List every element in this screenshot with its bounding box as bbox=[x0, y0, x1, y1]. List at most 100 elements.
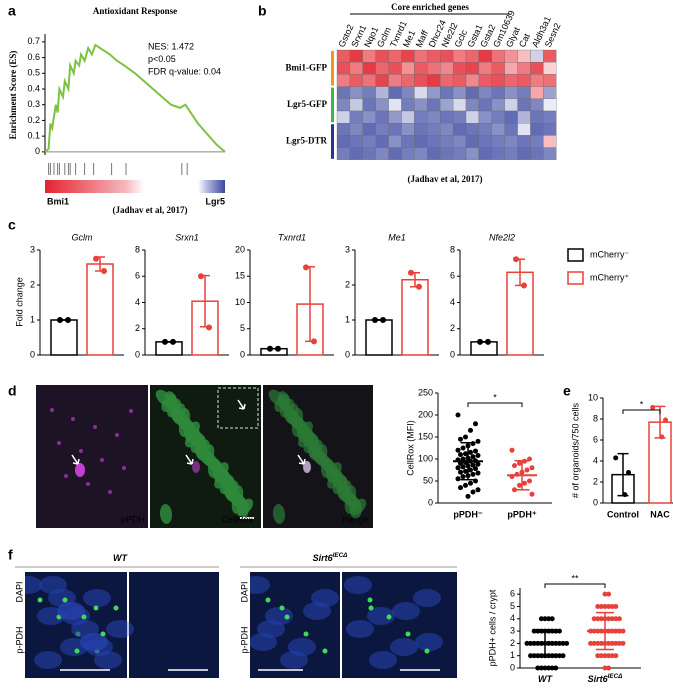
heatmap-cell bbox=[362, 110, 376, 124]
data-point bbox=[556, 640, 562, 646]
bar bbox=[401, 279, 429, 356]
heatmap-cell bbox=[427, 98, 441, 112]
bar bbox=[86, 263, 114, 356]
y-tick-label: 0.5 bbox=[27, 68, 40, 78]
row-group-bar bbox=[331, 51, 334, 86]
panel-letter: a bbox=[8, 3, 16, 19]
heatmap-cell bbox=[543, 135, 557, 148]
data-point bbox=[553, 653, 559, 659]
arrow bbox=[297, 454, 306, 465]
x-tick-label: pPDH⁻ bbox=[453, 509, 482, 519]
heatmap-cell bbox=[478, 110, 492, 124]
stat-text: p<0.05 bbox=[148, 54, 176, 64]
data-point bbox=[463, 451, 468, 457]
significance-bracket bbox=[622, 409, 661, 414]
ppdh-spot bbox=[79, 449, 83, 453]
chart-title: Antioxidant Response bbox=[93, 6, 177, 16]
data-point bbox=[591, 616, 597, 622]
ppdh-signal bbox=[74, 648, 80, 654]
arrow bbox=[71, 454, 80, 465]
data-point bbox=[460, 464, 466, 470]
crypt-nucleus bbox=[280, 651, 308, 669]
heatmap-cell bbox=[517, 135, 531, 148]
data-point bbox=[455, 412, 461, 418]
data-point bbox=[556, 653, 562, 659]
data-point bbox=[267, 345, 273, 352]
ppdh-signal bbox=[322, 648, 328, 654]
y-tick-label: 0 bbox=[593, 497, 598, 507]
heatmap-cell bbox=[478, 123, 492, 136]
heatmap-cell bbox=[465, 135, 480, 148]
data-point bbox=[517, 482, 522, 488]
data-point bbox=[564, 640, 570, 646]
heatmap-cell bbox=[465, 74, 480, 87]
heatmap-cell bbox=[349, 98, 363, 112]
heatmap-cell bbox=[465, 49, 480, 63]
y-tick-label: 200 bbox=[418, 409, 433, 419]
heatmap-cell bbox=[543, 49, 557, 63]
chart-title: Nfe2l2 bbox=[489, 232, 515, 242]
heatmap-cell bbox=[530, 147, 544, 160]
y-tick-label: 10 bbox=[235, 297, 245, 307]
heatmap-cell bbox=[530, 74, 544, 87]
data-point bbox=[602, 665, 608, 671]
y-axis-label: CellRox (MFI) bbox=[405, 420, 415, 476]
crypt-nucleus bbox=[57, 602, 85, 620]
data-point bbox=[546, 628, 552, 634]
y-tick-label: 20 bbox=[235, 244, 245, 254]
heatmap-cell bbox=[440, 74, 454, 87]
data-point bbox=[616, 628, 622, 634]
heatmap-cell bbox=[517, 147, 531, 160]
data-point bbox=[531, 640, 537, 646]
data-point bbox=[588, 640, 594, 646]
y-tick-label: 2 bbox=[450, 323, 455, 333]
y-tick-label: 0 bbox=[345, 349, 350, 359]
data-point bbox=[591, 640, 597, 646]
stain-label: DAPI bbox=[239, 581, 249, 602]
data-point bbox=[613, 628, 619, 634]
heatmap-cell bbox=[336, 74, 351, 87]
heatmap-cell bbox=[491, 135, 505, 148]
data-point bbox=[560, 653, 566, 659]
data-point bbox=[465, 473, 471, 479]
cell bbox=[335, 473, 349, 493]
y-tick-label: 0 bbox=[510, 662, 515, 672]
data-point bbox=[591, 628, 597, 634]
heatmap-cell bbox=[491, 110, 505, 124]
ppdh-cell bbox=[192, 461, 200, 473]
data-point bbox=[549, 640, 555, 646]
data-point bbox=[659, 434, 665, 440]
heatmap-cell bbox=[504, 98, 518, 112]
data-point bbox=[463, 468, 468, 474]
data-point bbox=[198, 273, 204, 280]
ppdh-spot bbox=[86, 482, 90, 486]
data-point bbox=[170, 338, 176, 345]
data-point bbox=[609, 603, 615, 609]
ppdh-spot bbox=[93, 425, 97, 429]
panel-letter: d bbox=[8, 383, 17, 399]
heatmap-cell bbox=[530, 49, 544, 63]
data-point bbox=[458, 460, 463, 466]
heatmap-cell bbox=[465, 147, 480, 160]
y-tick-label: 0.7 bbox=[27, 36, 40, 46]
panel-letter: b bbox=[258, 3, 267, 19]
ppdh-signal bbox=[81, 614, 87, 620]
stat-text: FDR q-value: 0.04 bbox=[148, 66, 221, 76]
es-line bbox=[44, 43, 226, 153]
label-superscript: IECΔ bbox=[608, 673, 623, 680]
data-point bbox=[512, 487, 517, 493]
data-point bbox=[546, 640, 552, 646]
heatmap-cell bbox=[336, 110, 351, 124]
heatmap-cell bbox=[401, 74, 415, 87]
heatmap-cell bbox=[491, 123, 505, 136]
heatmap-cell bbox=[375, 74, 389, 87]
y-tick-label: 2 bbox=[345, 279, 350, 289]
heatmap-cell bbox=[401, 49, 415, 63]
heatmap-cell bbox=[543, 62, 557, 75]
data-point bbox=[512, 463, 517, 469]
heatmap-cell bbox=[517, 49, 531, 63]
data-point bbox=[529, 465, 535, 471]
label-text: Sirt6 bbox=[588, 674, 609, 684]
data-point bbox=[549, 653, 555, 659]
ppdh-cell bbox=[75, 463, 85, 477]
